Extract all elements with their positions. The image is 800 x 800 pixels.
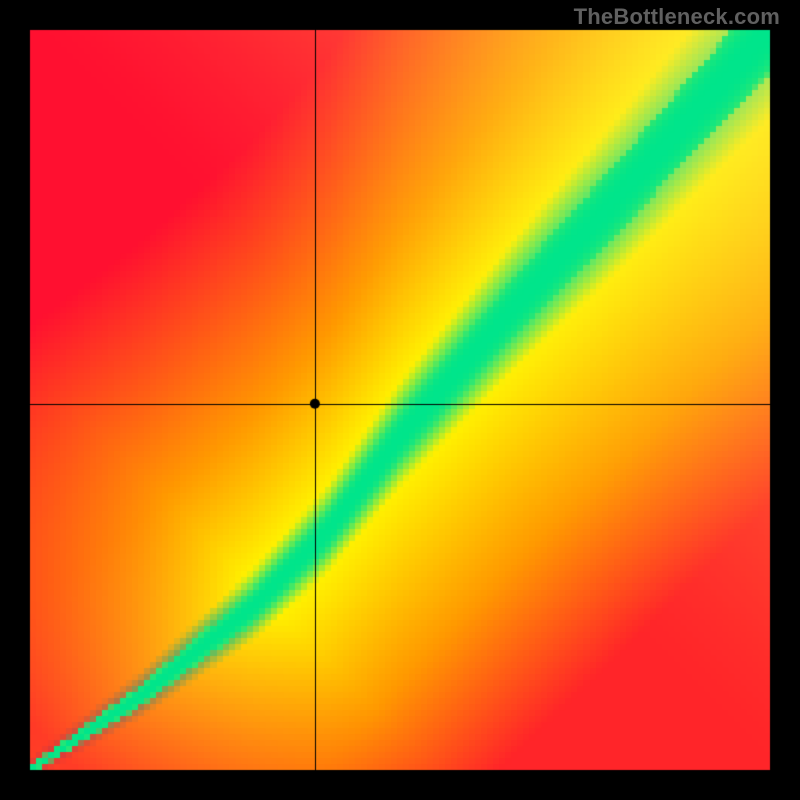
heatmap-canvas	[0, 0, 800, 800]
watermark-text: TheBottleneck.com	[574, 4, 780, 30]
chart-container: TheBottleneck.com	[0, 0, 800, 800]
